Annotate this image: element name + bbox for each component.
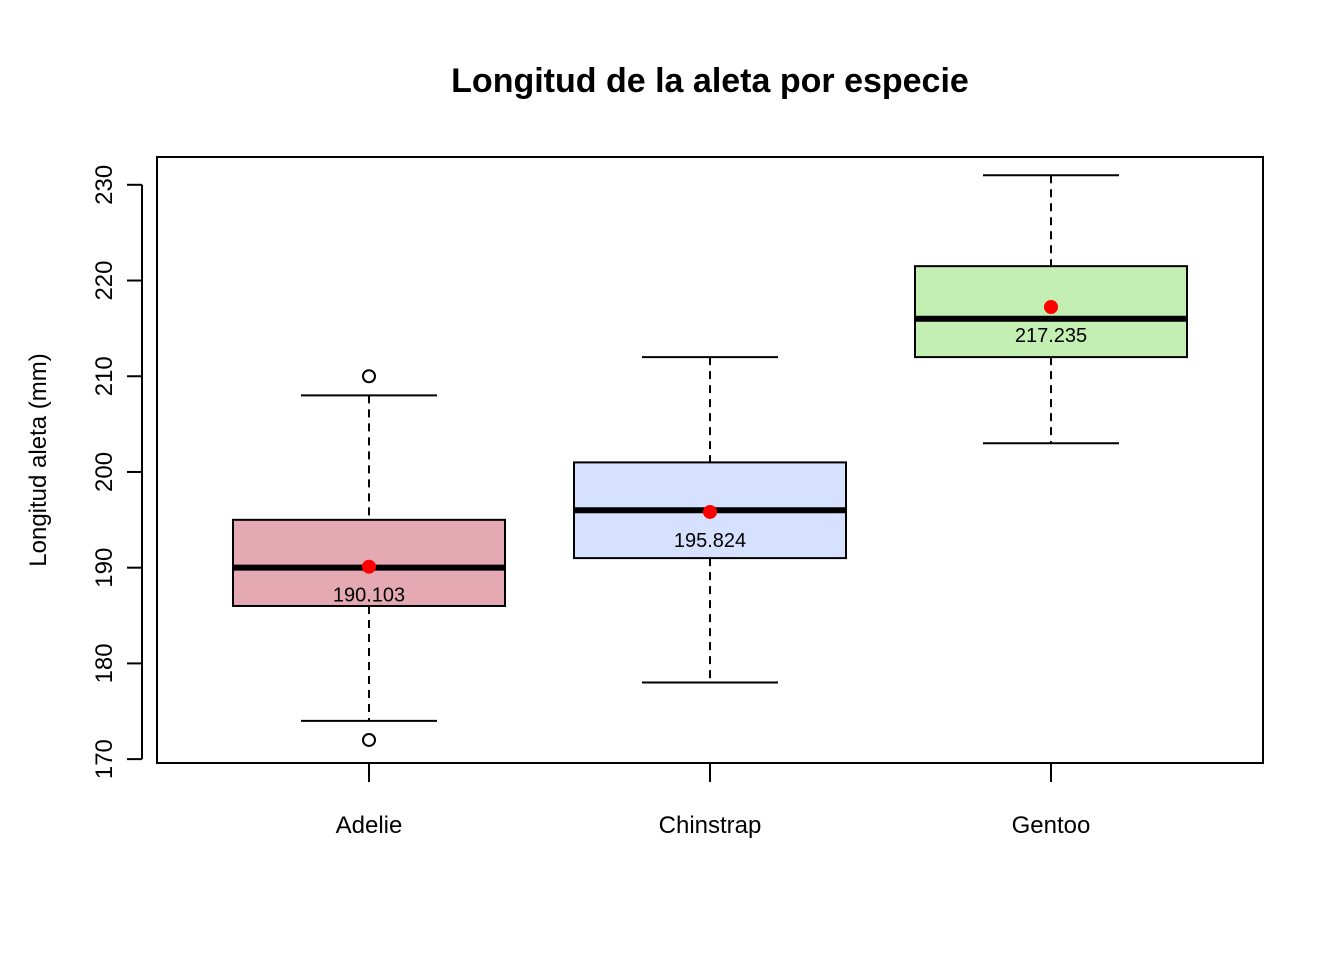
x-tick-label: Chinstrap <box>659 812 762 839</box>
mean-label: 190.103 <box>333 585 405 607</box>
outlier-point <box>362 732 376 747</box>
y-tick-label: 180 <box>91 643 118 683</box>
y-tick-label: 200 <box>91 452 118 492</box>
y-tick-label: 210 <box>91 356 118 396</box>
x-tick-label: Adelie <box>336 812 403 839</box>
mean-point <box>362 559 376 574</box>
mean-point <box>703 504 717 519</box>
y-axis-label: Longitud aleta (mm) <box>25 353 52 566</box>
x-axis: Adelie Chinstrap Gentoo <box>336 763 1091 839</box>
chart-title: Longitud de la aleta por especie <box>451 62 969 100</box>
y-tick-label: 170 <box>91 739 118 779</box>
x-tick-label: Gentoo <box>1012 812 1091 839</box>
y-tick-label: 190 <box>91 548 118 588</box>
y-tick-label: 220 <box>91 260 118 300</box>
mean-point <box>1044 299 1058 314</box>
box-gentoo: 217.235 <box>914 174 1188 445</box>
box-adelie: 190.103 <box>232 369 506 747</box>
box-chinstrap: 195.824 <box>573 356 847 684</box>
mean-label: 217.235 <box>1015 325 1087 347</box>
outlier-point <box>362 369 376 384</box>
mean-label: 195.824 <box>674 530 746 552</box>
y-tick-label: 230 <box>91 165 118 205</box>
boxes: 190.103 195.824 217.235 <box>232 174 1188 747</box>
y-axis: 170 180 190 200 210 220 230 <box>91 165 143 779</box>
